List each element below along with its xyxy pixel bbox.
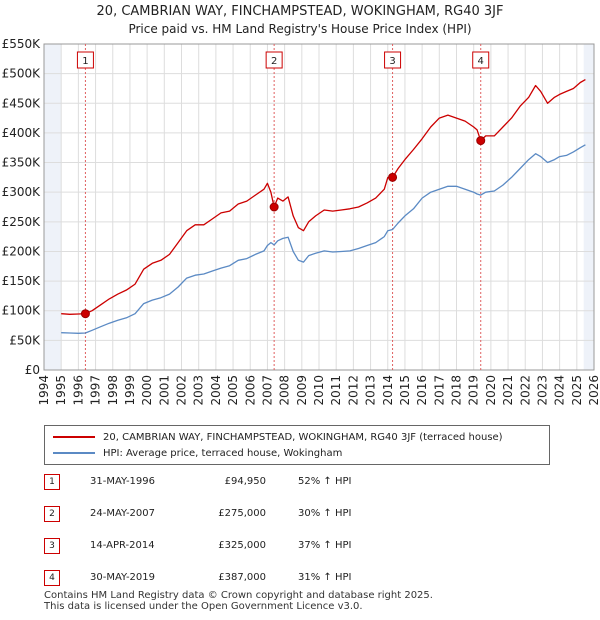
x-tick-label: 1995 [54, 375, 68, 406]
x-tick-label: 2026 [587, 375, 600, 406]
sale-price: £325,000 [218, 540, 266, 551]
shaded-region [583, 44, 594, 370]
sale-hpi-change: 37% ↑ HPI [298, 540, 352, 551]
x-tick-label: 2004 [209, 375, 223, 406]
sale-number: 2 [44, 506, 60, 522]
x-tick-label: 1994 [37, 375, 51, 406]
x-tick-label: 1996 [71, 375, 85, 406]
sale-row: 1 31-MAY-1996 £94,950 52% ↑ HPI [44, 474, 564, 492]
x-tick-label: 2019 [467, 375, 481, 406]
sale-hpi-change: 30% ↑ HPI [298, 508, 352, 519]
sale-row: 3 14-APR-2014 £325,000 37% ↑ HPI [44, 538, 564, 556]
x-tick-label: 2005 [226, 375, 240, 406]
y-tick-label: £400K [2, 126, 42, 140]
price-chart: £0 £50K £100K £150K £200K £250K £300K £350K £400… [2, 37, 600, 406]
y-tick-label: £500K [2, 67, 42, 81]
legend-label-property: 20, CAMBRIAN WAY, FINCHAMPSTEAD, WOKINGH… [103, 431, 503, 443]
sale-point [388, 172, 398, 182]
x-tick-label: 1999 [123, 375, 137, 406]
footer-licence: This data is licensed under the Open Gov… [44, 601, 363, 612]
x-tick-label: 2021 [501, 375, 515, 406]
plot-border [43, 43, 595, 371]
sale-point [80, 309, 90, 319]
sale-price: £94,950 [224, 476, 266, 487]
legend-label-hpi: HPI: Average price, terraced house, Woki… [103, 447, 343, 459]
sale-price: £275,000 [218, 508, 266, 519]
x-tick-label: 2012 [346, 375, 360, 406]
x-tick-label: 2002 [175, 375, 189, 406]
sale-date: 24-MAY-2007 [90, 508, 156, 519]
x-tick-label: 1998 [106, 375, 120, 406]
y-tick-label: £200K [2, 244, 42, 258]
sale-marker-box [384, 51, 402, 69]
shaded-region [44, 44, 62, 370]
legend-item-property: 20, CAMBRIAN WAY, FINCHAMPSTEAD, WOKINGH… [53, 430, 503, 444]
y-tick-label: £100K [2, 304, 42, 318]
y-tick-label: £150K [2, 274, 42, 288]
sale-price: £387,000 [218, 572, 266, 583]
sale-number: 4 [44, 570, 60, 586]
series-line-property [61, 79, 586, 315]
x-tick-label: 2011 [329, 375, 343, 406]
sale-hpi-change: 52% ↑ HPI [298, 476, 352, 487]
x-tick-label: 2020 [484, 375, 498, 406]
sale-marker-box [265, 51, 283, 69]
x-tick-label: 2006 [243, 375, 257, 406]
x-tick-label: 2016 [415, 375, 429, 406]
sale-point [476, 136, 486, 146]
x-tick-label: 2025 [570, 375, 584, 406]
series-line-hpi [61, 144, 586, 334]
x-tick-label: 2024 [553, 375, 567, 406]
sale-marker-box [76, 51, 94, 69]
y-tick-label: £50K [9, 333, 41, 347]
x-tick-label: 1997 [89, 375, 103, 406]
sale-date: 14-APR-2014 [90, 540, 155, 551]
y-tick-label: £350K [2, 156, 42, 170]
legend: 20, CAMBRIAN WAY, FINCHAMPSTEAD, WOKINGH… [44, 425, 550, 465]
footer: Contains HM Land Registry data © Crown c… [44, 590, 433, 612]
sale-marker-label: 1 [82, 56, 88, 67]
x-tick-label: 2000 [140, 375, 154, 406]
x-tick-label: 2009 [295, 375, 309, 406]
x-tick-label: 2023 [535, 375, 549, 406]
legend-swatch-property [53, 436, 95, 438]
legend-item-hpi: HPI: Average price, terraced house, Woki… [53, 446, 342, 460]
y-tick-label: £250K [2, 215, 42, 229]
sale-row: 2 24-MAY-2007 £275,000 30% ↑ HPI [44, 506, 564, 524]
chart-title: 20, CAMBRIAN WAY, FINCHAMPSTEAD, WOKINGH… [96, 4, 504, 19]
sale-number: 1 [44, 474, 60, 490]
x-tick-label: 2013 [364, 375, 378, 406]
sale-point [269, 202, 279, 212]
x-tick-label: 2007 [260, 375, 274, 406]
sale-marker-label: 2 [271, 56, 277, 67]
x-tick-label: 2001 [157, 375, 171, 406]
x-tick-label: 2014 [381, 375, 395, 406]
y-tick-label: £550K [2, 37, 42, 51]
sale-number: 3 [44, 538, 60, 554]
x-tick-label: 2022 [518, 375, 532, 406]
sale-hpi-change: 31% ↑ HPI [298, 572, 352, 583]
sale-marker-label: 3 [389, 56, 395, 67]
y-tick-label: £300K [2, 185, 42, 199]
sale-date: 30-MAY-2019 [90, 572, 156, 583]
x-tick-label: 2010 [312, 375, 326, 406]
x-tick-label: 2018 [450, 375, 464, 406]
footer-copyright: Contains HM Land Registry data © Crown c… [44, 590, 433, 601]
y-tick-label: £450K [2, 96, 42, 110]
x-tick-label: 2008 [278, 375, 292, 406]
y-tick-label: £0 [25, 363, 40, 377]
sale-marker-box [472, 51, 490, 69]
x-tick-label: 2003 [192, 375, 206, 406]
sale-row: 4 30-MAY-2019 £387,000 31% ↑ HPI [44, 570, 564, 588]
legend-swatch-hpi [53, 452, 95, 454]
x-tick-label: 2015 [398, 375, 412, 406]
chart-subtitle: Price paid vs. HM Land Registry's House … [128, 22, 472, 36]
x-tick-label: 2017 [432, 375, 446, 406]
sale-marker-label: 4 [478, 56, 484, 67]
sale-date: 31-MAY-1996 [90, 476, 156, 487]
